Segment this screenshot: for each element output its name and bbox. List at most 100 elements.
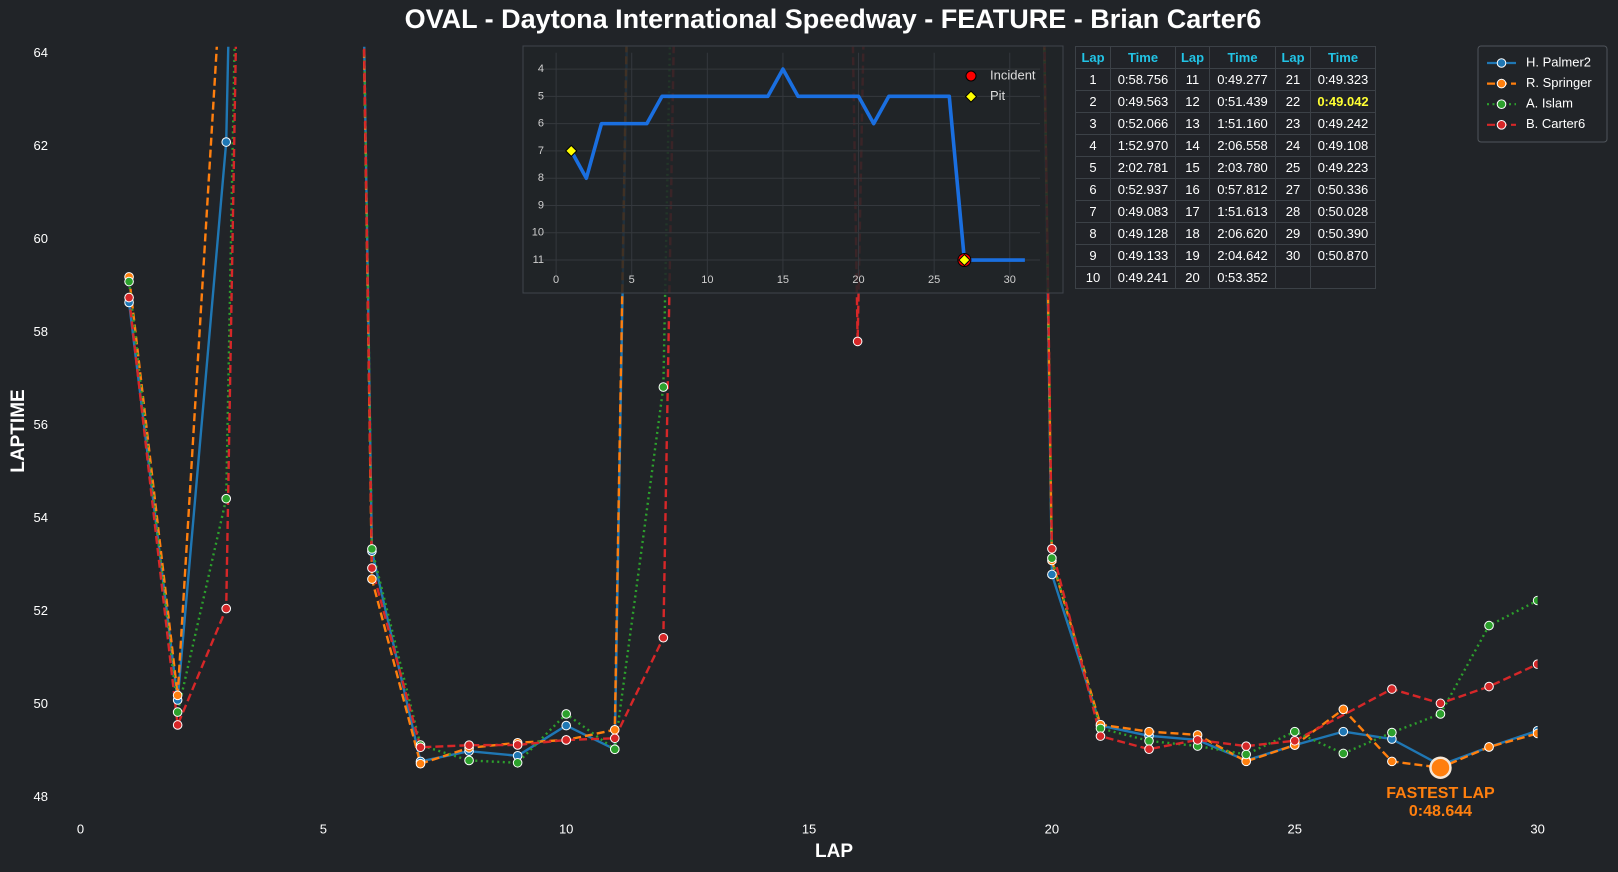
data-point	[609, 733, 620, 744]
legend-frame	[1477, 45, 1608, 143]
table-cell: 18	[1175, 222, 1210, 245]
series-line	[127, 46, 1538, 751]
table-cell: 0:50.390	[1310, 222, 1376, 245]
chart-title: OVAL - Daytona International Speedway - …	[405, 4, 1262, 34]
table-cell: 1:51.613	[1209, 200, 1276, 223]
legend-label: Incident	[990, 67, 1036, 82]
data-point	[1484, 742, 1494, 752]
legend-marker	[964, 90, 978, 103]
y-axis-label: LAPTIME	[8, 389, 29, 472]
data-point	[658, 382, 669, 392]
pit-marker	[565, 144, 578, 158]
plot-area	[565, 67, 1025, 268]
y-tick-label: 56	[34, 417, 48, 432]
data-point	[367, 544, 377, 554]
data-point	[1289, 726, 1300, 737]
data-point	[221, 603, 232, 614]
table-cell: 2:06.620	[1209, 222, 1276, 245]
table-row: 2 0:49.563 12 0:51.439 22 0:49.042	[1075, 90, 1376, 113]
data-point	[1387, 727, 1397, 738]
data-point	[1532, 595, 1538, 606]
data-point	[464, 740, 474, 751]
data-point	[221, 137, 232, 147]
y-tick-label: 58	[34, 324, 48, 339]
x-tick-label: 5	[320, 821, 327, 836]
table-cell: 14	[1175, 134, 1210, 157]
y-tick-label: 7	[538, 145, 544, 157]
data-point	[852, 336, 863, 347]
x-tick-label: 30	[1004, 274, 1016, 286]
y-tick-label: 52	[34, 603, 48, 618]
data-point	[172, 720, 183, 730]
table-cell: 10	[1075, 266, 1111, 289]
table-row: 5 2:02.781 15 2:03.780 25 0:49.223	[1075, 156, 1376, 179]
table-cell: 0:49.128	[1110, 222, 1176, 245]
y-tick-label: 50	[34, 696, 48, 711]
inset-plot: 0 5 10 15 20 25 30 4 5 6 7 8 9 10 11 Incident Pit	[532, 52, 1040, 286]
annotation-text: 0:48.644	[1409, 803, 1472, 820]
table-cell: 2	[1075, 90, 1111, 113]
pit-marker	[958, 253, 971, 267]
x-tick-label: 15	[777, 274, 789, 286]
legend-marker	[1496, 120, 1507, 130]
data-point	[609, 724, 620, 735]
lap-table: Lap Time Lap Time Lap Time 1 0:58.756 11 0:49.277…	[1075, 46, 1376, 289]
table-cell: 5	[1075, 156, 1111, 179]
y-tick-label: 5	[538, 90, 544, 102]
data-point	[1289, 735, 1300, 746]
legend-label: R. Springer	[1526, 75, 1592, 90]
table-cell: 21	[1275, 68, 1311, 91]
table-cell: 1:51.160	[1209, 112, 1276, 135]
y-tick-label: 9	[538, 199, 544, 211]
data-point	[561, 709, 572, 719]
data-point	[1095, 731, 1106, 741]
table-cell: 19	[1175, 244, 1210, 267]
x-tick-label: 10	[559, 821, 573, 836]
table-cell: 0:50.028	[1310, 200, 1376, 223]
x-axis-label: LAP	[815, 841, 853, 862]
data-point	[1435, 709, 1446, 719]
table-row: 7 0:49.083 17 1:51.613 28 0:50.028	[1075, 200, 1376, 223]
data-point	[561, 720, 572, 731]
data-point	[1047, 543, 1057, 554]
data-point	[1047, 553, 1057, 563]
legend-label: Pit	[990, 88, 1006, 103]
legend: H. Palmer2 R. Springer A. Islam B. Carter6	[1487, 54, 1592, 131]
table-row: 9 0:49.133 19 2:04.642 30 0:50.870	[1075, 244, 1376, 267]
data-point	[172, 690, 183, 701]
table-cell: 2:06.558	[1209, 134, 1276, 157]
header-cell: Lap	[1175, 46, 1210, 69]
data-point	[367, 563, 377, 573]
data-point	[1192, 735, 1203, 745]
data-point	[1047, 569, 1057, 580]
table-cell: 0:52.066	[1110, 112, 1176, 135]
y-tick-label: 8	[538, 172, 544, 184]
table-row: 10 0:49.241 20 0:53.352	[1075, 266, 1376, 289]
table-header: Lap Time Lap Time Lap Time	[1075, 46, 1376, 69]
table-cell: 11	[1175, 68, 1210, 91]
y-tick-label: 10	[532, 227, 544, 239]
table-row: 6 0:52.937 16 0:57.812 27 0:50.336	[1075, 178, 1376, 201]
table-cell: 0:58.756	[1110, 68, 1176, 91]
table-cell: 0:49.223	[1310, 156, 1376, 179]
table-cell: 16	[1175, 178, 1210, 201]
table-cell: 12	[1175, 90, 1210, 113]
table-cell: 1	[1075, 68, 1111, 91]
table-cell: 0:49.133	[1110, 244, 1176, 267]
table-cell: 0:49.563	[1110, 90, 1176, 113]
data-point	[1338, 748, 1349, 759]
data-point	[172, 707, 183, 717]
table-row: 4 1:52.970 14 2:06.558 24 0:49.108	[1075, 134, 1376, 157]
header-cell: Time	[1110, 46, 1176, 69]
legend-label: H. Palmer2	[1526, 54, 1591, 69]
table-cell: 0:53.352	[1209, 266, 1276, 289]
table-cell: 2:04.642	[1209, 244, 1276, 267]
data-point	[1338, 704, 1349, 715]
table-cell: 0:49.083	[1110, 200, 1176, 223]
header-cell: Time	[1209, 46, 1276, 69]
data-point	[1387, 756, 1397, 767]
table-cell: 6	[1075, 178, 1111, 201]
table-cell: 30	[1275, 244, 1311, 267]
table-cell: 0:57.812	[1209, 178, 1276, 201]
table-row: 3 0:52.066 13 1:51.160 23 0:49.242	[1075, 112, 1376, 135]
